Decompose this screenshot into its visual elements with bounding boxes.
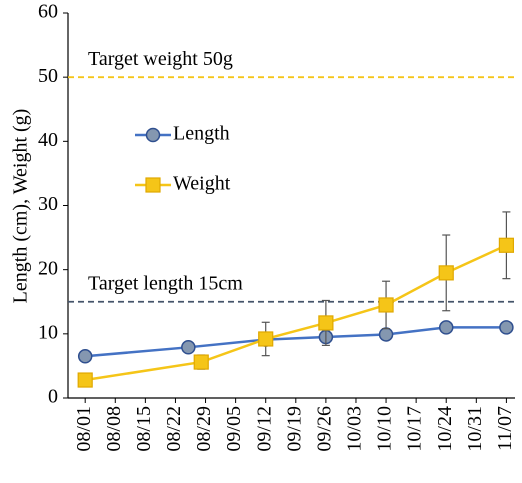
y-tick-label: 50 [38, 65, 58, 87]
y-tick-label: 30 [38, 193, 58, 215]
marker [438, 265, 454, 281]
x-tick-label: 08/08 [103, 406, 125, 452]
x-tick-label: 10/10 [374, 406, 396, 452]
marker [77, 372, 93, 388]
x-tick-label: 08/29 [193, 406, 215, 452]
x-tick-label: 08/15 [133, 406, 155, 452]
reference-label: Target weight 50g [88, 48, 233, 70]
reference-label: Target length 15cm [88, 272, 243, 294]
x-tick-label: 10/03 [344, 406, 366, 452]
y-axis-label: Length (cm), Weight (g) [10, 109, 32, 304]
legend-label: Length [173, 123, 230, 145]
x-tick-label: 09/26 [313, 406, 335, 452]
x-tick-label: 09/12 [253, 406, 275, 452]
x-tick-label: 08/22 [163, 406, 185, 452]
x-tick-label: 09/05 [223, 406, 245, 452]
marker [438, 320, 454, 335]
legend-label: Weight [173, 173, 231, 195]
legend-marker [145, 177, 161, 193]
marker [77, 349, 93, 364]
x-tick-label: 10/24 [434, 406, 456, 452]
marker [498, 237, 515, 253]
y-tick-label: 20 [38, 257, 58, 279]
y-tick-label: 40 [38, 129, 58, 151]
y-tick-label: 60 [38, 1, 58, 23]
marker [181, 340, 196, 355]
marker [499, 320, 514, 335]
y-tick-label: 0 [48, 386, 58, 408]
legend-marker [145, 127, 161, 143]
x-tick-label: 08/01 [73, 406, 95, 452]
x-tick-label: 10/17 [404, 406, 426, 452]
marker [258, 331, 274, 347]
marker [378, 327, 394, 342]
y-tick-label: 10 [38, 321, 58, 343]
marker [378, 297, 394, 313]
x-tick-label: 11/07 [494, 406, 516, 451]
marker [318, 315, 334, 331]
x-tick-label: 10/31 [464, 406, 486, 452]
marker [193, 354, 209, 370]
x-tick-label: 09/19 [283, 406, 305, 452]
